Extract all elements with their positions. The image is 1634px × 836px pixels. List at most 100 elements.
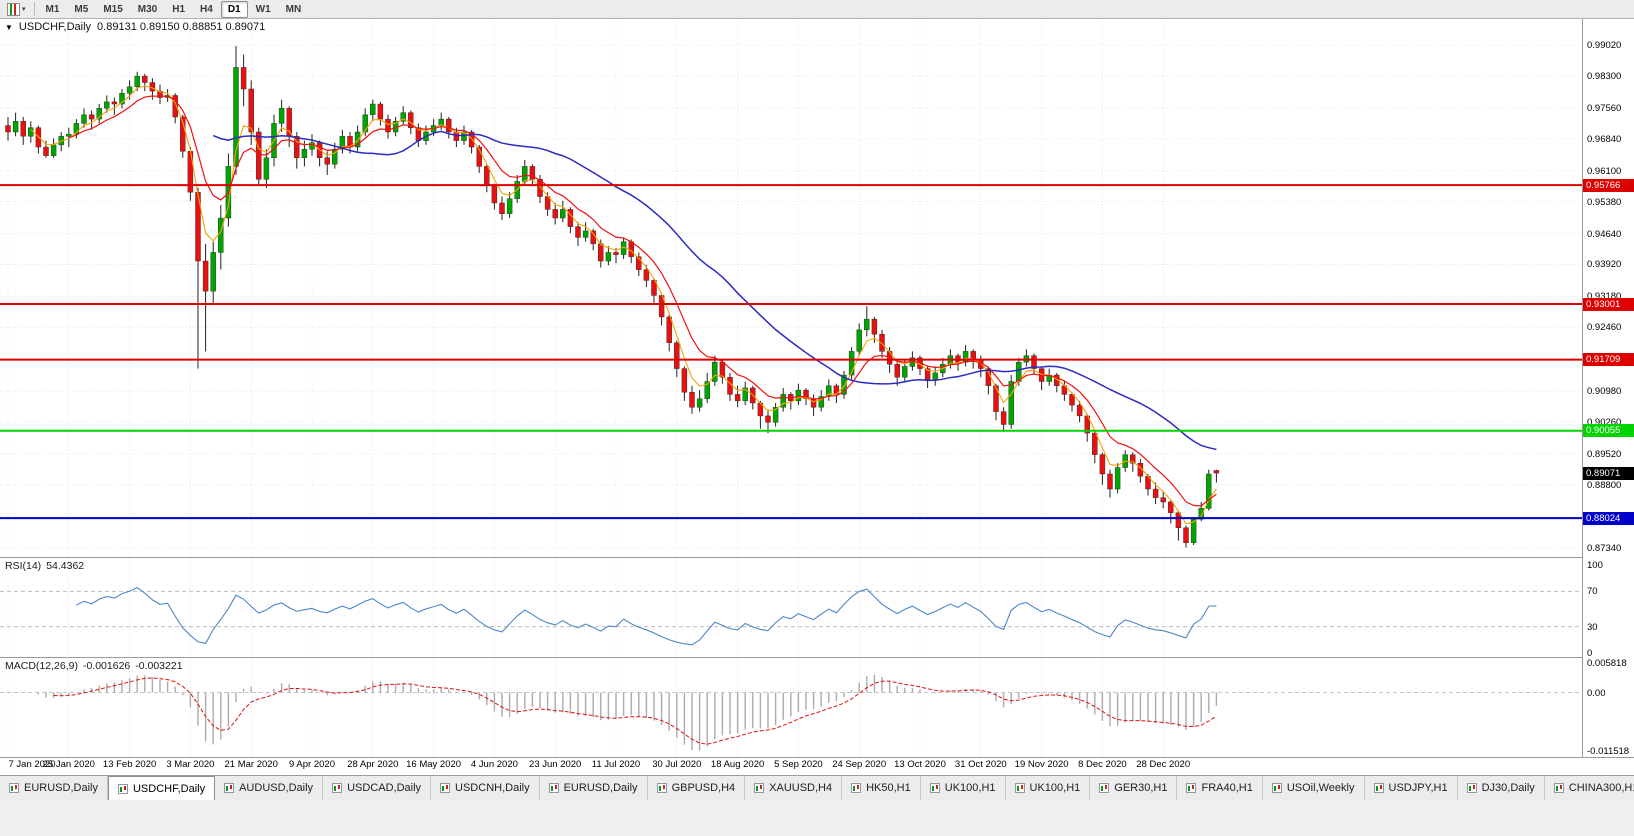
date-axis-label: 24 Sep 2020: [832, 759, 887, 770]
tab-ger30-h1[interactable]: GER30,H1: [1090, 776, 1178, 800]
price-axis-label: 0.90260: [1587, 416, 1622, 428]
chart-icon: [224, 783, 235, 793]
tab-uk100-h1[interactable]: UK100,H1: [1005, 776, 1091, 800]
date-axis-label: 13 Oct 2020: [894, 759, 946, 770]
chart-icon: [1466, 783, 1477, 793]
tab-gbpusd-h4[interactable]: GBPUSD,H4: [647, 776, 746, 800]
timeframe-button-h4[interactable]: H4: [200, 3, 213, 15]
tab-label: CHINA300,H1: [1568, 782, 1634, 794]
moving-averages-layer: [30, 85, 1217, 525]
chart-icon: [548, 783, 559, 793]
panel-separators: [0, 18, 1634, 758]
chart-icon: [851, 783, 862, 793]
rsi-layer: [0, 587, 1582, 646]
tab-label: FRA40,H1: [1201, 782, 1253, 794]
rsi-axis-label: 30: [1587, 621, 1598, 633]
tab-label: UK100,H1: [944, 782, 996, 794]
tab-label: USOil,Weekly: [1286, 782, 1355, 794]
date-axis-label: 16 May 2020: [406, 759, 462, 770]
rsi-value: 54.4362: [46, 560, 85, 572]
level-price-marker: 0.93001: [1583, 297, 1634, 311]
tab-fra40-h1[interactable]: FRA40,H1: [1177, 776, 1263, 800]
chart-icon: [1186, 783, 1197, 793]
price-axis[interactable]: 0.99020 0.98300 0.97560 0.96840 0.96100 0.953…: [1583, 18, 1634, 757]
timeframe-button-d1[interactable]: D1: [220, 0, 248, 18]
status-bar: [0, 799, 1634, 836]
tab-label: HK50,H1: [866, 782, 911, 794]
macd-label: MACD(12,26,9) -0.001626 -0.003221: [5, 660, 183, 672]
date-axis-label: 28 Dec 2020: [1136, 759, 1191, 770]
tab-uk100-h1[interactable]: UK100,H1: [920, 776, 1006, 800]
chevron-down-icon: ▾: [22, 5, 26, 13]
tab-usdcad-daily[interactable]: USDCAD,Daily: [323, 776, 432, 800]
chart-icon: [929, 783, 940, 793]
chart-type-button[interactable]: ▾: [3, 1, 30, 17]
chart-symbol: USDCHF,Daily: [18, 21, 92, 33]
date-axis-label: 4 Jun 2020: [470, 759, 518, 770]
chart-tabs: EURUSD,Daily USDCHF,Daily AUDUSD,Daily USDC…: [0, 776, 1634, 800]
level-price-marker: 0.95766: [1583, 178, 1634, 192]
timeframe-button-m1[interactable]: M1: [45, 3, 60, 15]
tab-eurusd-daily[interactable]: EURUSD,Daily: [0, 776, 108, 800]
tab-china300-h1[interactable]: CHINA300,H1: [1544, 776, 1634, 800]
current-price-marker: 0.89071: [1583, 466, 1634, 480]
top-toolbar: ▾ M1 M5 M15 M30 H1 H4 D1 W1 MN: [0, 0, 1634, 19]
tab-label: USDJPY,H1: [1388, 782, 1448, 794]
tab-usoil-weekly[interactable]: USOil,Weekly: [1262, 776, 1365, 800]
rsi-axis-label: 0: [1587, 648, 1593, 659]
tab-usdchf-daily[interactable]: USDCHF,Daily: [107, 776, 216, 800]
candles-layer: [5, 45, 1220, 548]
timeframe-button-w1[interactable]: W1: [255, 3, 271, 15]
tab-eurusd-daily[interactable]: EURUSD,Daily: [539, 776, 648, 800]
date-axis-label: 9 Apr 2020: [289, 759, 335, 770]
timeframe-button-h1[interactable]: H1: [172, 3, 186, 15]
chart-icon: [332, 783, 343, 793]
chart-icon: [1271, 783, 1282, 793]
rsi-axis-label: 70: [1587, 586, 1598, 598]
rsi-curve: [76, 587, 1217, 646]
tab-label: EURUSD,Daily: [563, 782, 638, 794]
timeframe-button-m30[interactable]: M30: [137, 3, 158, 15]
price-axis-label: 0.87340: [1587, 542, 1622, 554]
date-axis-label: 7 Jan 2020: [8, 759, 56, 770]
rsi-label: RSI(14) 54.4362: [5, 560, 84, 572]
date-axis-label: 31 Oct 2020: [954, 759, 1007, 770]
tab-dj30-daily[interactable]: DJ30,Daily: [1457, 776, 1545, 800]
price-axis-label: 0.97560: [1587, 102, 1622, 114]
tab-usdcnh-daily[interactable]: USDCNH,Daily: [431, 776, 540, 800]
macd-axis-label: -0.011518: [1587, 746, 1630, 757]
macd-name: MACD(12,26,9): [5, 660, 78, 672]
chart-icon: [1373, 783, 1384, 793]
tab-label: USDCNH,Daily: [455, 782, 530, 794]
hline-layer: [0, 184, 1582, 520]
date-axis-label: 21 Mar 2020: [224, 759, 278, 770]
tab-usdjpy-h1[interactable]: USDJPY,H1: [1364, 776, 1458, 800]
collapse-icon[interactable]: ▼: [5, 22, 13, 32]
chart-icon: [9, 783, 19, 793]
tab-hk50-h1[interactable]: HK50,H1: [842, 776, 921, 800]
tab-label: XAUUSD,H4: [769, 782, 833, 794]
price-axis-label: 0.88800: [1587, 479, 1622, 491]
level-price-marker: 0.91709: [1583, 353, 1634, 367]
timeframe-button-m5[interactable]: M5: [74, 3, 89, 15]
date-axis-label: 8 Dec 2020: [1078, 759, 1127, 770]
macd-layer: [0, 674, 1582, 751]
chart-icon: [1553, 783, 1564, 793]
date-axis-label: 19 Nov 2020: [1014, 759, 1069, 770]
timeframe-button-mn[interactable]: MN: [285, 3, 302, 15]
price-axis-label: 0.98300: [1587, 71, 1622, 83]
price-axis-label: 0.92460: [1587, 322, 1622, 334]
macd-axis-label: 0.00: [1587, 687, 1606, 699]
date-axis-label: 25 Jan 2020: [42, 759, 95, 770]
tab-label: USDCAD,Daily: [347, 782, 422, 794]
tab-audusd-daily[interactable]: AUDUSD,Daily: [215, 776, 324, 800]
price-axis-label: 0.94640: [1587, 228, 1622, 240]
tab-xauusd-h4[interactable]: XAUUSD,H4: [745, 776, 843, 800]
tab-label: UK100,H1: [1029, 782, 1081, 794]
timeframe-button-m15[interactable]: M15: [103, 3, 123, 15]
date-axis[interactable]: 7 Jan 2020 25 Jan 2020 13 Feb 2020 3 Mar 20…: [0, 758, 1582, 774]
chart-icon: [1099, 783, 1110, 793]
toolbar-separator: [33, 2, 35, 16]
tab-label: DJ30,Daily: [1481, 782, 1535, 794]
